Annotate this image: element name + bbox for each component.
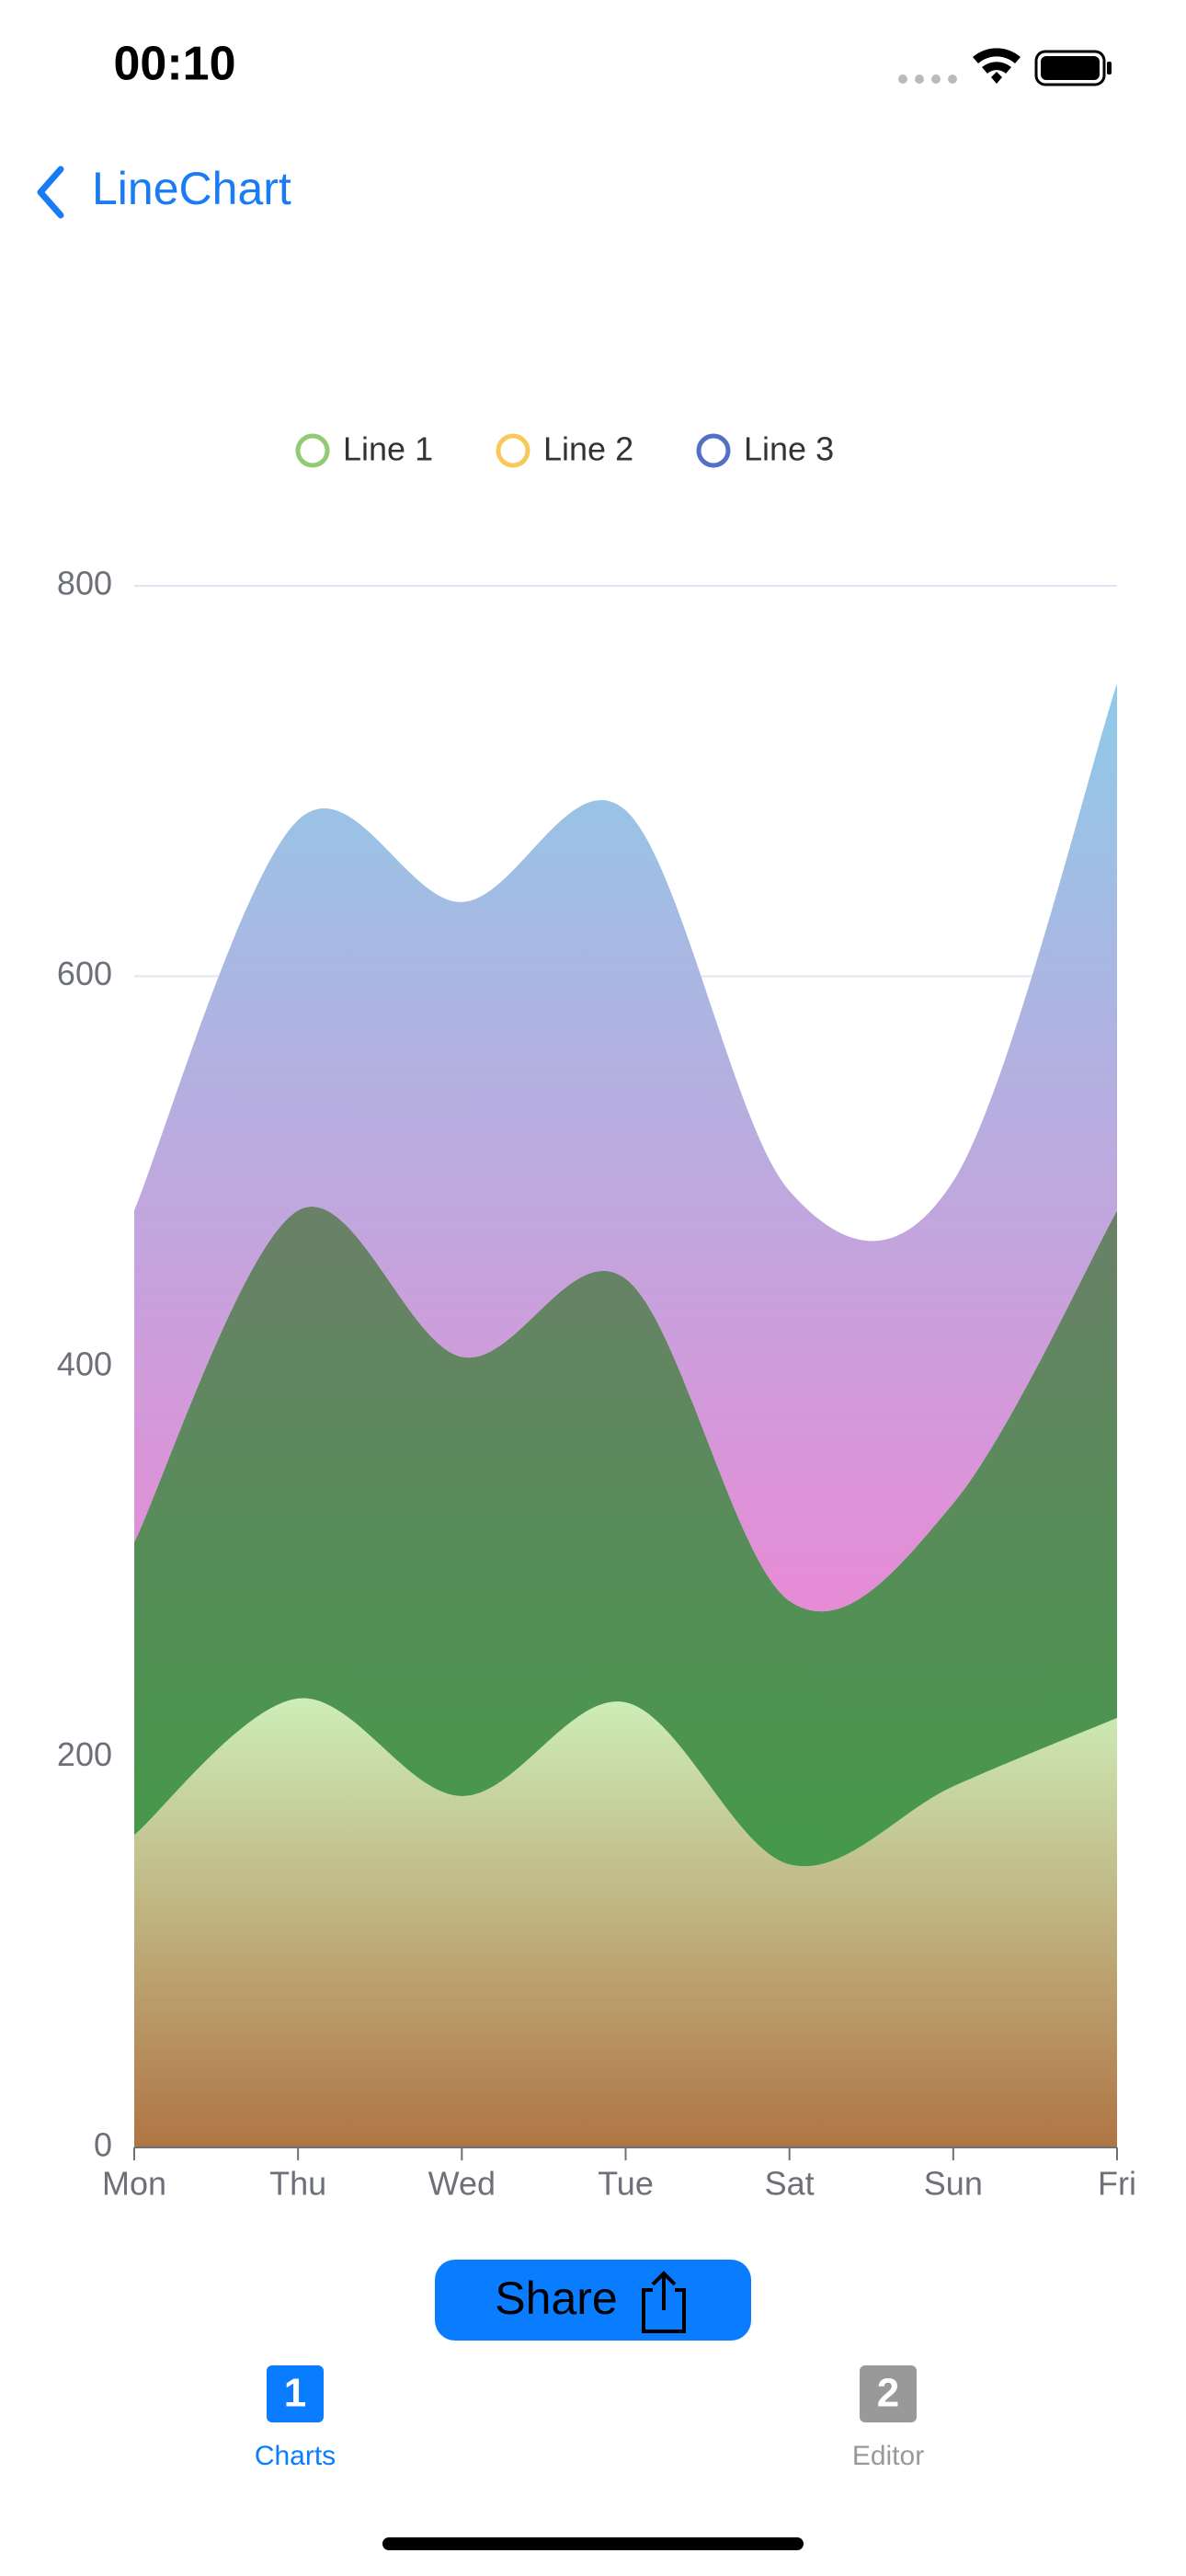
legend-marker	[696, 433, 731, 468]
area	[134, 1698, 1117, 2147]
legend-marker	[496, 433, 530, 468]
legend-marker	[295, 433, 330, 468]
x-tick-label: Tue	[598, 2165, 654, 2203]
y-tick-label: 400	[57, 1345, 112, 1383]
legend-label: Line 2	[543, 430, 633, 468]
share-label: Share	[495, 2273, 617, 2324]
y-tick-label: 600	[57, 955, 112, 992]
tab-label[interactable]: Charts	[255, 2441, 336, 2471]
tab-badge[interactable]	[267, 2365, 324, 2422]
x-tick-label: Mon	[102, 2165, 166, 2203]
status-icons	[898, 48, 1112, 86]
x-tick-label: Sun	[924, 2165, 983, 2203]
status-time: 00:10	[114, 38, 236, 91]
area	[134, 1207, 1117, 1867]
area	[134, 683, 1117, 1612]
y-tick-label: 0	[94, 2126, 112, 2164]
y-tick-label: 200	[57, 1735, 112, 1773]
x-tick-label: Fri	[1098, 2165, 1136, 2203]
y-tick-label: 800	[57, 565, 112, 602]
share-icon	[642, 2271, 686, 2333]
legend-label: Line 1	[343, 430, 433, 468]
tab-label[interactable]: Editor	[852, 2441, 924, 2471]
x-tick-label: Wed	[428, 2165, 496, 2203]
back-chevron[interactable]	[37, 166, 64, 219]
tab-badge-text: 2	[877, 2371, 899, 2416]
nav-title[interactable]: LineChart	[92, 163, 291, 214]
x-tick-label: Sat	[765, 2165, 815, 2203]
legend-label: Line 3	[744, 430, 834, 468]
tab-badge-text: 1	[284, 2371, 306, 2416]
tab-badge[interactable]	[860, 2365, 917, 2422]
home-indicator	[382, 2537, 804, 2550]
x-tick-label: Thu	[269, 2165, 326, 2203]
chart: 0 200 400 600 800 Line 1 Line 2 Line 3 Mon Thu Wed…	[57, 430, 1136, 2203]
